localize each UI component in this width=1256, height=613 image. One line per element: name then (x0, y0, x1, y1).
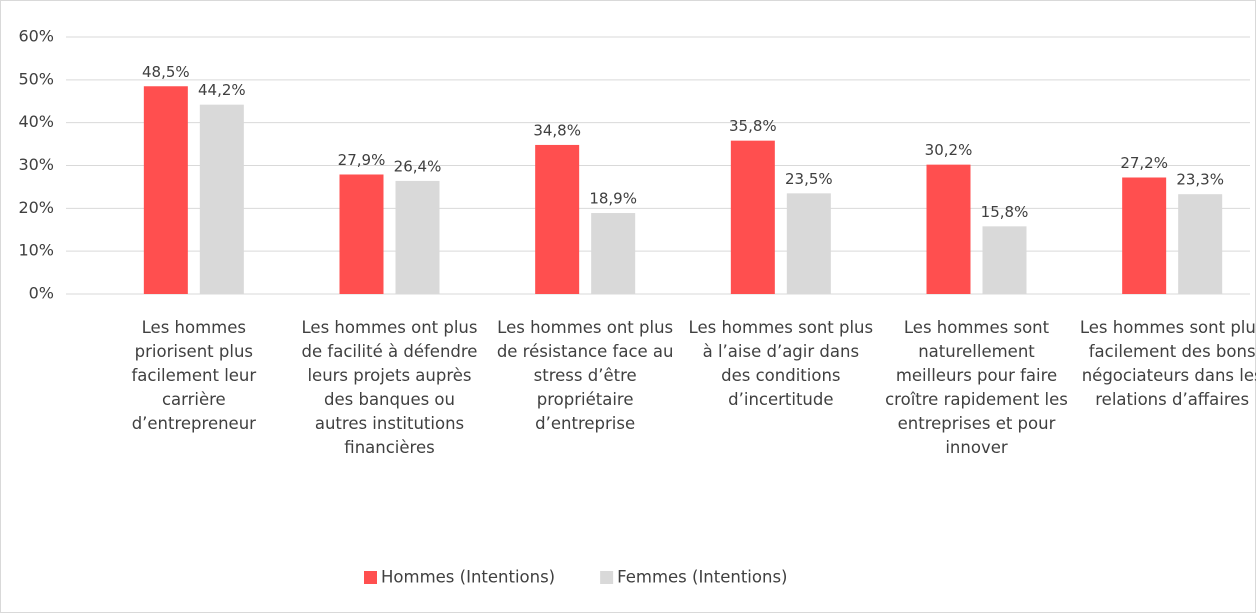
bar (591, 213, 636, 294)
legend-swatch (364, 571, 377, 584)
data-label: 48,5% (142, 63, 190, 81)
data-label: 34,8% (533, 121, 581, 139)
y-tick-label: 10% (18, 241, 54, 260)
bar (395, 180, 440, 294)
y-tick-label: 60% (18, 27, 54, 46)
y-tick-label: 30% (18, 155, 54, 174)
y-tick-label: 0% (29, 284, 54, 303)
data-label: 27,2% (1120, 154, 1168, 172)
x-tick-label: Les hommes sont naturellement meilleurs … (885, 318, 1068, 457)
bar (926, 164, 971, 294)
data-label: 23,5% (785, 170, 833, 188)
bar (1122, 177, 1167, 294)
data-label: 15,8% (981, 203, 1029, 221)
bar (143, 86, 188, 294)
x-tick-label: Les hommes ont plus de résistance face a… (496, 318, 674, 433)
data-label: 23,3% (1176, 171, 1224, 189)
bar (982, 226, 1027, 294)
x-tick-label: Les hommes sont plus à l’aise d’agir dan… (688, 318, 874, 409)
legend-label: Hommes (Intentions) (381, 568, 555, 587)
bar (1178, 194, 1223, 294)
y-tick-label: 50% (18, 69, 54, 88)
y-tick-label: 40% (18, 112, 54, 131)
data-label: 26,4% (394, 157, 442, 175)
bar (199, 104, 244, 294)
y-tick-label: 20% (18, 198, 54, 217)
data-label: 30,2% (925, 141, 973, 159)
bar (786, 193, 831, 294)
bar (535, 144, 580, 294)
bar (730, 140, 775, 294)
x-tick-label: Les hommes priorisent plus facilement le… (131, 318, 257, 433)
data-label: 44,2% (198, 81, 246, 99)
legend-swatch (600, 571, 614, 584)
bar (339, 174, 384, 294)
data-label: 35,8% (729, 117, 777, 135)
x-tick-label: Les hommes ont plus de facilité à défend… (301, 318, 478, 457)
legend-label: Femmes (Intentions) (617, 568, 787, 587)
data-label: 27,9% (338, 151, 386, 169)
x-tick-label: Les hommes sont plus facilement des bons… (1079, 318, 1256, 409)
data-label: 18,9% (589, 190, 637, 208)
